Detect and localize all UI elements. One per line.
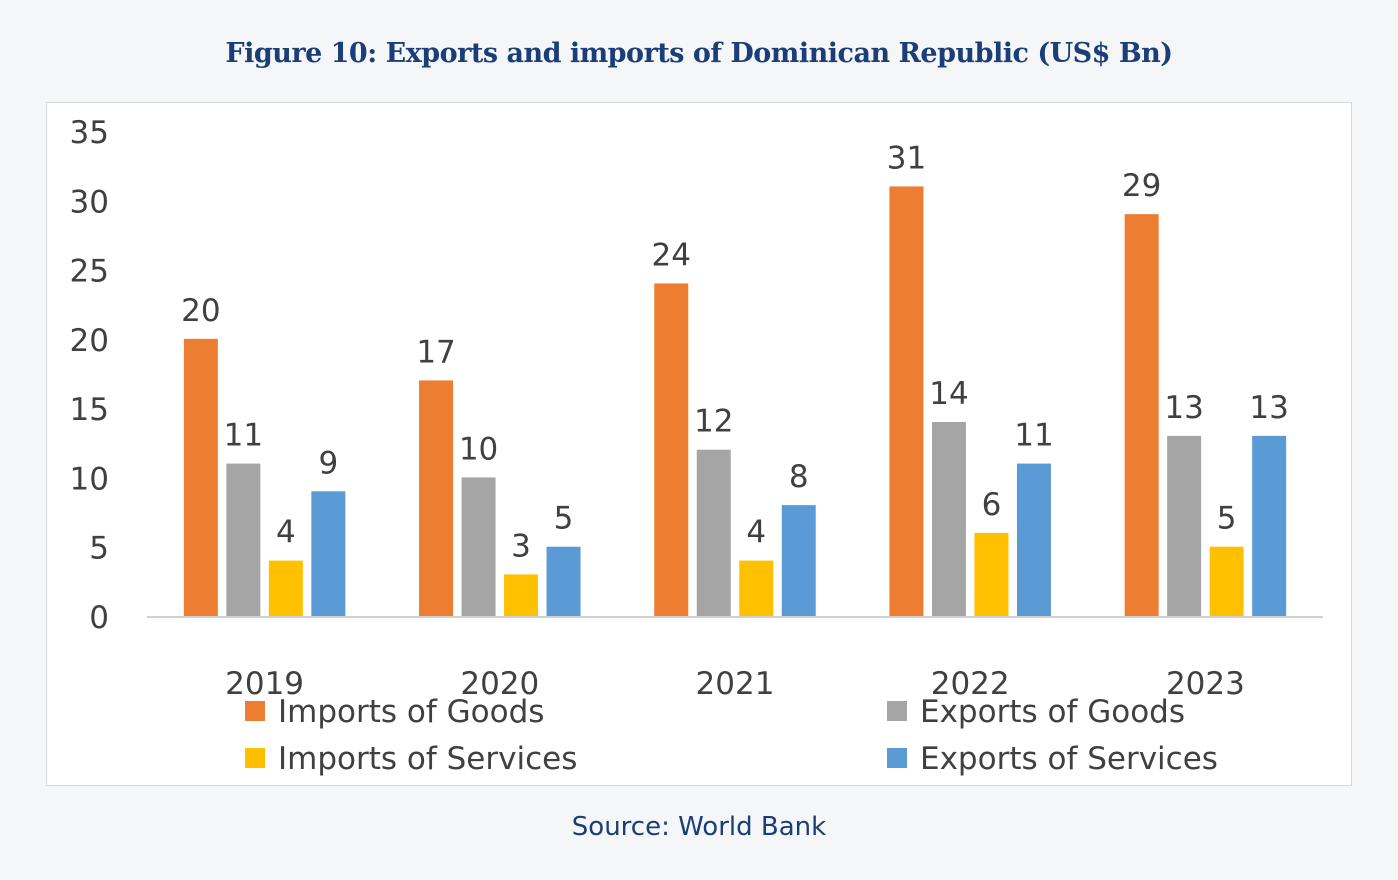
y-axis: 0 5 10 15 20 25 30 35 — [70, 115, 109, 636]
data-label: 10 — [459, 431, 498, 467]
x-tick-label: 2021 — [696, 666, 775, 702]
bar — [419, 380, 454, 616]
chart-frame: 0 5 10 15 20 25 30 35 20 11 4 9 17 10 3 5 24 12 4 8 31 14 6 11… — [46, 102, 1352, 786]
data-label: 13 — [1249, 390, 1288, 426]
bar — [268, 560, 303, 616]
legend-label: Exports of Goods — [920, 694, 1185, 730]
data-label: 20 — [181, 293, 220, 329]
data-label: 14 — [929, 376, 968, 412]
legend-swatch — [887, 701, 907, 721]
legend-label: Exports of Services — [920, 741, 1218, 777]
bar — [696, 449, 731, 616]
data-label: 3 — [511, 528, 531, 564]
y-tick-label: 5 — [89, 531, 109, 567]
legend: Imports of Goods Exports of Goods Imports … — [245, 694, 1218, 777]
legend-label: Imports of Goods — [278, 694, 544, 730]
data-label: 5 — [554, 501, 574, 537]
legend-swatch — [887, 748, 907, 768]
data-label: 13 — [1164, 390, 1203, 426]
x-axis: 2019 2020 2021 2022 2023 — [225, 666, 1245, 702]
y-tick-label: 35 — [70, 115, 109, 151]
bar — [889, 186, 924, 616]
bar — [974, 532, 1009, 616]
data-label: 5 — [1217, 501, 1237, 537]
data-label: 17 — [416, 334, 455, 370]
bar — [1252, 435, 1287, 616]
y-tick-label: 20 — [70, 323, 109, 359]
legend-swatch — [245, 748, 265, 768]
bar — [654, 283, 689, 616]
data-label: 4 — [276, 515, 296, 551]
x-tick-label: 2022 — [931, 666, 1010, 702]
source-note: Source: World Bank — [571, 812, 827, 842]
bar — [1016, 463, 1051, 616]
bar — [504, 574, 539, 616]
y-tick-label: 15 — [70, 392, 109, 428]
y-tick-label: 25 — [70, 254, 109, 290]
y-tick-label: 0 — [89, 600, 109, 636]
bars — [183, 186, 1287, 616]
bar — [931, 422, 966, 616]
data-label: 6 — [982, 487, 1002, 523]
data-label: 4 — [746, 515, 766, 551]
bar — [1167, 435, 1202, 616]
data-label: 29 — [1122, 168, 1161, 204]
legend-label: Imports of Services — [278, 741, 577, 777]
x-tick-label: 2019 — [225, 666, 304, 702]
bar — [781, 505, 816, 616]
data-label: 24 — [652, 237, 691, 273]
x-tick-label: 2020 — [460, 666, 539, 702]
bar — [739, 560, 774, 616]
data-label: 9 — [318, 445, 338, 481]
data-label: 12 — [694, 404, 733, 440]
bar — [461, 477, 496, 616]
data-label: 11 — [1014, 418, 1053, 454]
chart-title: Figure 10: Exports and imports of Domini… — [225, 38, 1173, 69]
y-tick-label: 30 — [70, 184, 109, 220]
legend-swatch — [245, 701, 265, 721]
bar — [1209, 546, 1244, 616]
bar — [546, 546, 581, 616]
x-tick-label: 2023 — [1166, 666, 1245, 702]
y-tick-label: 10 — [70, 461, 109, 497]
bar — [183, 338, 218, 616]
data-label: 11 — [224, 418, 263, 454]
bar — [226, 463, 261, 616]
bar — [1124, 214, 1159, 616]
bar — [311, 491, 346, 616]
data-label: 8 — [789, 459, 809, 495]
data-label: 31 — [887, 140, 926, 176]
